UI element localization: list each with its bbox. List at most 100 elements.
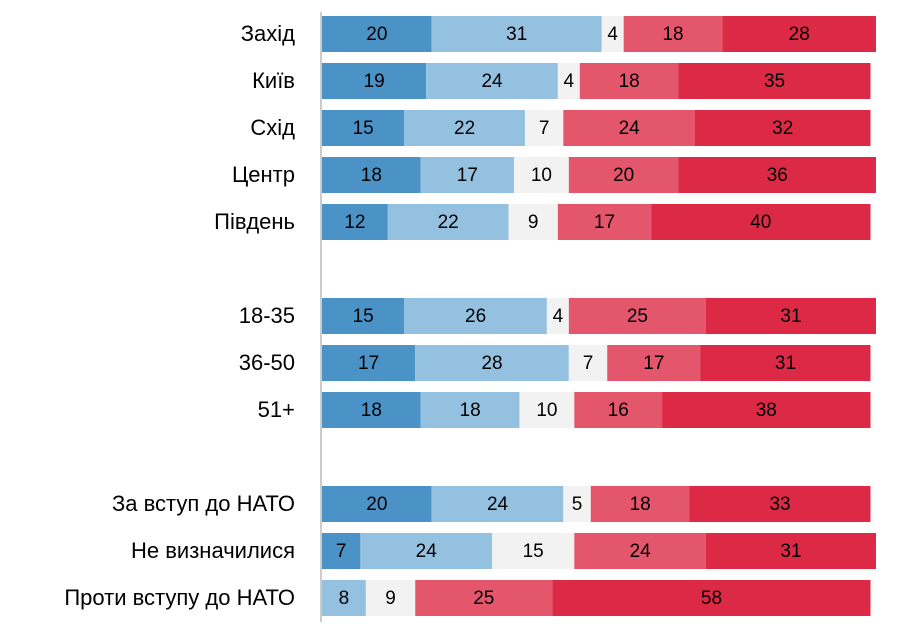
value-label: 4 bbox=[553, 306, 564, 327]
bar-segment bbox=[524, 110, 564, 146]
bar-segment bbox=[322, 110, 405, 146]
bar-segment bbox=[426, 63, 558, 99]
category-label: Київ bbox=[252, 68, 295, 93]
value-label: 18 bbox=[630, 494, 651, 515]
bar-segment bbox=[365, 580, 416, 616]
bar-segment bbox=[322, 533, 361, 569]
bar-segment bbox=[678, 63, 871, 99]
value-label: 33 bbox=[769, 494, 790, 515]
value-label: 58 bbox=[701, 588, 722, 609]
category-label: Схід bbox=[250, 115, 295, 140]
category-label: Проти вступу до НАТО bbox=[64, 585, 295, 610]
value-label: 10 bbox=[531, 165, 552, 186]
value-label: 25 bbox=[627, 306, 648, 327]
bar-segment bbox=[662, 392, 871, 428]
value-label: 15 bbox=[353, 118, 374, 139]
bar-segment bbox=[601, 16, 624, 52]
value-label: 7 bbox=[336, 541, 347, 562]
value-label: 28 bbox=[481, 353, 502, 374]
value-label: 15 bbox=[353, 306, 374, 327]
bar-segment bbox=[623, 16, 723, 52]
bar-segment bbox=[552, 580, 871, 616]
bar-segment bbox=[415, 345, 569, 381]
bar-segment bbox=[607, 345, 701, 381]
value-label: 5 bbox=[572, 494, 583, 515]
value-label: 22 bbox=[454, 118, 475, 139]
value-label: 9 bbox=[385, 588, 396, 609]
value-label: 15 bbox=[523, 541, 544, 562]
bar-segment bbox=[322, 392, 421, 428]
value-label: 18 bbox=[361, 165, 382, 186]
bar-segment bbox=[689, 486, 871, 522]
bar-segment bbox=[705, 298, 876, 334]
value-label: 10 bbox=[536, 400, 557, 421]
bar-segment bbox=[574, 392, 663, 428]
bar-segment bbox=[519, 392, 575, 428]
bar-segment bbox=[705, 533, 876, 569]
value-label: 7 bbox=[583, 353, 594, 374]
bar-segment bbox=[322, 580, 366, 616]
bar-segment bbox=[420, 157, 514, 193]
bar-segment bbox=[415, 580, 553, 616]
category-label: Захід bbox=[241, 21, 295, 46]
bar-segment bbox=[651, 204, 871, 240]
value-label: 8 bbox=[339, 588, 350, 609]
bar-segment bbox=[404, 298, 547, 334]
value-label: 35 bbox=[764, 71, 785, 92]
bar-segment bbox=[722, 16, 876, 52]
value-label: 4 bbox=[564, 71, 575, 92]
value-label: 24 bbox=[481, 71, 503, 92]
category-label: 36-50 bbox=[239, 350, 295, 375]
bar-segment bbox=[700, 345, 871, 381]
category-label: За вступ до НАТО bbox=[112, 491, 295, 516]
bar-segment bbox=[546, 298, 569, 334]
bar-segment bbox=[404, 110, 525, 146]
value-label: 24 bbox=[487, 494, 509, 515]
value-label: 38 bbox=[756, 400, 777, 421]
bar-segment bbox=[579, 63, 679, 99]
value-label: 26 bbox=[465, 306, 486, 327]
category-label: Центр bbox=[232, 162, 295, 187]
value-label: 12 bbox=[344, 212, 365, 233]
value-label: 18 bbox=[460, 400, 481, 421]
value-label: 24 bbox=[416, 541, 438, 562]
bar-segment bbox=[420, 392, 520, 428]
value-label: 24 bbox=[630, 541, 652, 562]
bar-segment bbox=[322, 63, 427, 99]
bar-segment bbox=[431, 16, 602, 52]
bar-segment bbox=[492, 533, 575, 569]
value-label: 20 bbox=[613, 165, 634, 186]
value-label: 16 bbox=[608, 400, 629, 421]
bar-segment bbox=[322, 157, 421, 193]
value-label: 17 bbox=[457, 165, 478, 186]
value-label: 19 bbox=[364, 71, 385, 92]
bar-segment bbox=[568, 157, 679, 193]
bar-segment bbox=[568, 345, 608, 381]
bar-segment bbox=[322, 486, 432, 522]
value-label: 17 bbox=[358, 353, 379, 374]
bar-segment bbox=[568, 298, 706, 334]
bar-segment bbox=[322, 298, 405, 334]
bar-segment bbox=[322, 16, 432, 52]
bar-segment bbox=[557, 63, 580, 99]
category-label: 18-35 bbox=[239, 303, 295, 328]
value-label: 24 bbox=[619, 118, 641, 139]
value-label: 28 bbox=[789, 24, 810, 45]
bar-segment bbox=[387, 204, 509, 240]
bar-segment bbox=[508, 204, 558, 240]
category-label: 51+ bbox=[258, 397, 295, 422]
value-label: 31 bbox=[780, 541, 801, 562]
category-label: Не визначилися bbox=[131, 538, 295, 563]
value-label: 18 bbox=[662, 24, 683, 45]
bar-segment bbox=[360, 533, 493, 569]
bar-segment bbox=[513, 157, 569, 193]
value-label: 18 bbox=[619, 71, 640, 92]
bar-segment bbox=[431, 486, 564, 522]
bar-segment bbox=[563, 110, 695, 146]
value-label: 7 bbox=[539, 118, 550, 139]
value-label: 20 bbox=[366, 494, 387, 515]
value-label: 31 bbox=[506, 24, 527, 45]
bar-segment bbox=[694, 110, 871, 146]
